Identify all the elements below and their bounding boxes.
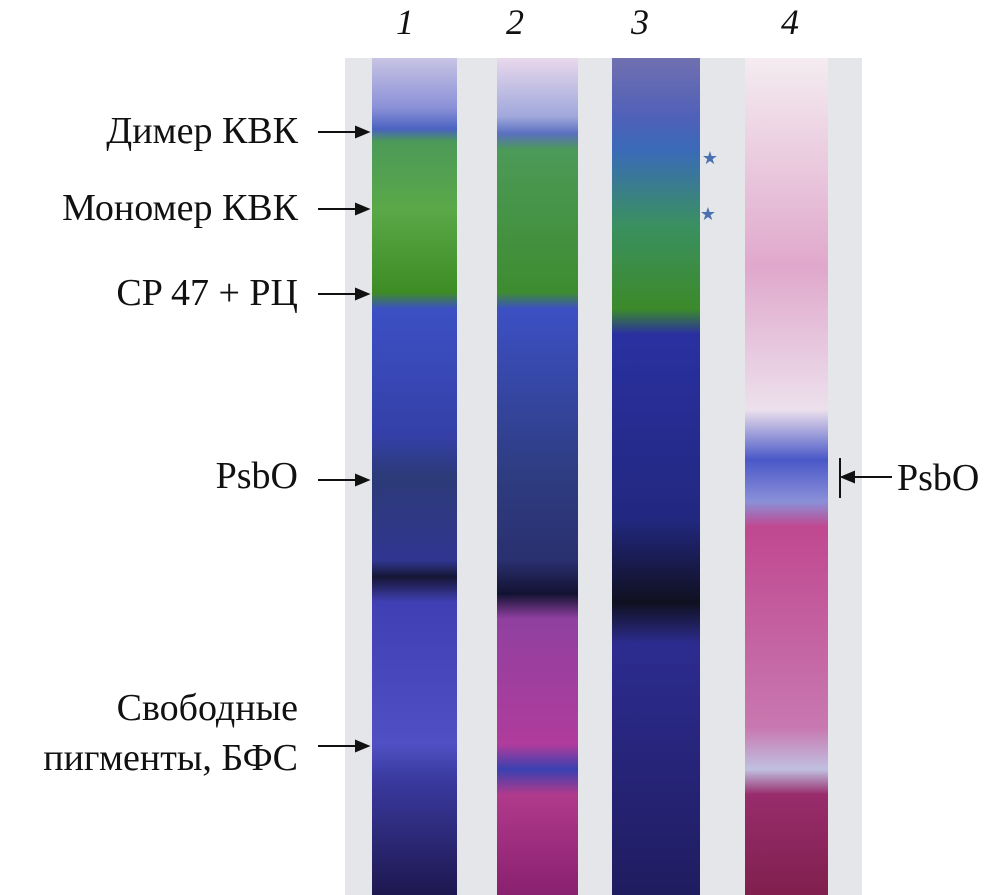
arrow-head [355,125,371,139]
star: ★ [702,148,718,168]
arrow-head [355,202,371,216]
lane [372,58,457,895]
band-label: пигменты, БФС [43,737,298,779]
lane-number: 2 [506,2,524,42]
lane [497,58,578,895]
band-label: PsbO [897,457,979,499]
arrows [318,125,892,753]
band-label: Димер КВК [106,110,298,152]
lane-number: 4 [781,2,799,42]
arrow-head [355,287,371,301]
band-label: CP 47 + РЦ [116,272,298,314]
lane-number: 3 [630,2,649,42]
band-label: Свободные [117,687,298,729]
lane-number: 1 [396,2,414,42]
band-label: PsbO [216,455,298,497]
lane [745,58,828,895]
star: ★ [700,204,716,224]
arrow-head [355,473,371,487]
arrow-head [839,470,855,484]
left-labels: Димер КВК Мономер КВК CP 47 + РЦ PsbO Св… [43,110,298,779]
lane [612,58,700,895]
band-label: Мономер КВК [62,187,299,229]
arrow-head [355,739,371,753]
